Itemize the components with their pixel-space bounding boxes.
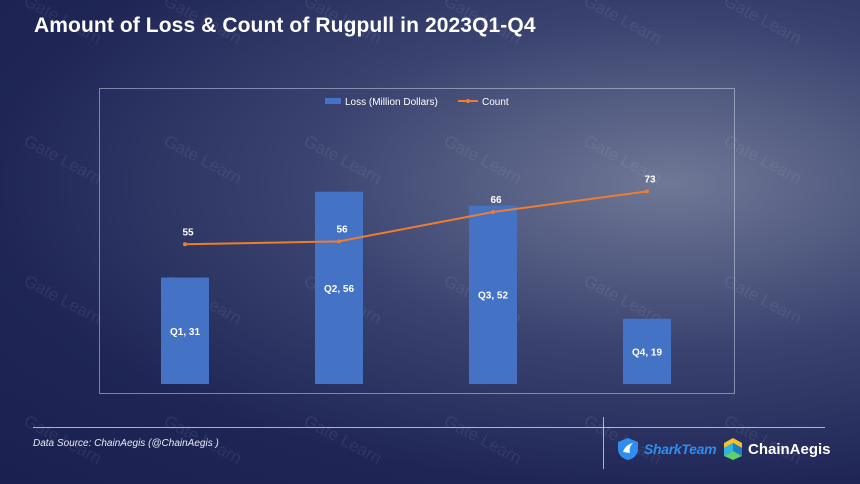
bar-label-q4: Q4, 19 xyxy=(632,347,662,358)
bar-label-q2: Q2, 56 xyxy=(324,284,354,295)
bar-q2 xyxy=(315,191,363,384)
bar-label-q3: Q3, 52 xyxy=(478,291,508,302)
data-source-note: Data Source: ChainAegis (@ChainAegis ) xyxy=(33,438,219,449)
bar-label-q1: Q1, 31 xyxy=(170,327,200,338)
count-point-q1 xyxy=(183,242,187,247)
shark-shield-icon xyxy=(618,438,638,460)
count-point-q2 xyxy=(337,239,341,244)
count-line xyxy=(184,190,648,246)
sharkteam-wordmark: SharkTeam xyxy=(644,441,717,457)
bar-q3 xyxy=(469,205,517,384)
count-label-q3: 66 xyxy=(490,195,502,206)
chart-frame xyxy=(99,88,735,394)
bar-q4 xyxy=(623,318,671,384)
bar-q1 xyxy=(161,277,209,384)
count-point-q3 xyxy=(491,209,495,214)
legend-label-loss: Loss (Million Dollars) xyxy=(345,97,438,108)
chainaegis-emblem-icon xyxy=(724,438,742,460)
line-series: 55 56 66 73 xyxy=(182,174,656,247)
count-label-q1: 55 xyxy=(182,227,194,238)
legend-swatch-loss xyxy=(325,98,341,104)
legend-label-count: Count xyxy=(482,97,509,108)
sharkteam-logo: SharkTeam xyxy=(616,437,717,461)
legend-marker-count xyxy=(466,99,470,103)
legend: Loss (Million Dollars) Count xyxy=(325,97,509,108)
chart-title: Amount of Loss & Count of Rugpull in 202… xyxy=(34,14,536,37)
footer-divider xyxy=(33,427,825,428)
count-point-q4 xyxy=(645,189,649,194)
footer-vertical-divider xyxy=(603,417,604,469)
chainaegis-wordmark: ChainAegis xyxy=(748,440,831,458)
bar-series: Q1, 31 Q2, 56 Q3, 52 Q4, 19 xyxy=(161,191,671,384)
count-label-q2: 56 xyxy=(336,224,348,235)
count-label-q4: 73 xyxy=(644,174,656,185)
chainaegis-logo: ChainAegis xyxy=(722,437,831,461)
